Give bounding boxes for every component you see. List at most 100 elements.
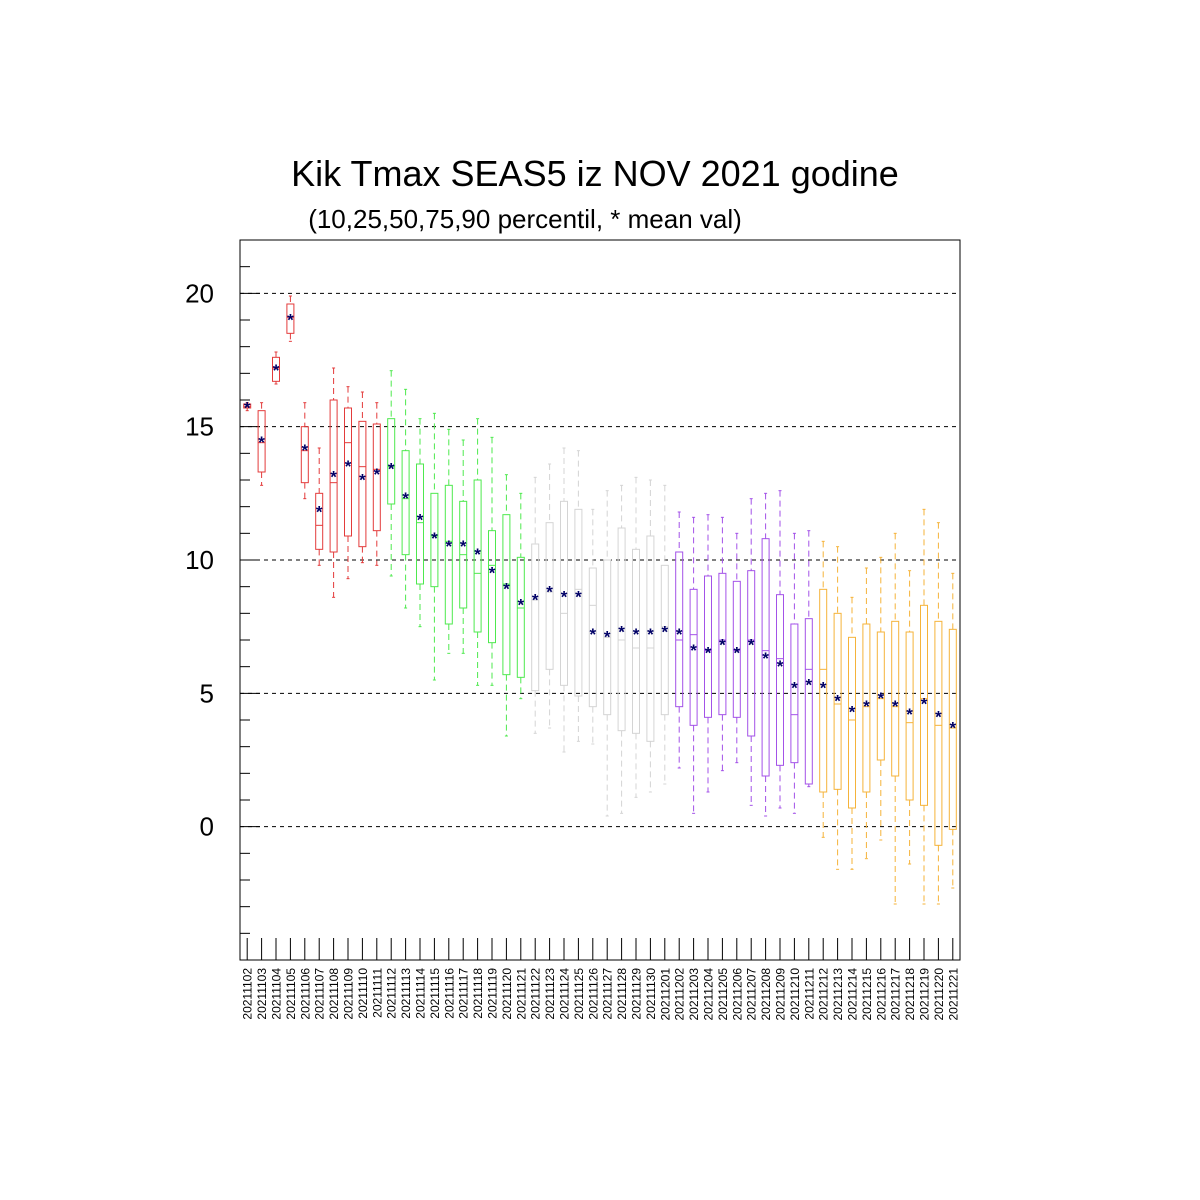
x-tick-label: 20211125 xyxy=(572,968,586,1020)
box-20211104: * xyxy=(272,351,280,385)
iqr-box xyxy=(848,636,856,809)
iqr-box xyxy=(632,548,640,734)
chart-title: Kik Tmax SEAS5 iz NOV 2021 godine xyxy=(291,153,899,194)
mean-marker: * xyxy=(244,398,251,417)
x-tick-label: 20211118 xyxy=(471,968,485,1019)
box-20211212: * xyxy=(819,540,828,838)
x-tick-label: 20211120 xyxy=(500,968,514,1020)
iqr-box xyxy=(718,572,727,716)
x-tick-label: 20211219 xyxy=(918,968,932,1021)
box-20211107: * xyxy=(315,447,324,566)
box-20211121: * xyxy=(516,492,525,700)
iqr-box xyxy=(862,623,871,793)
box-20211110: * xyxy=(358,391,367,564)
chart-subtitle: (10,25,50,75,90 percentil, * mean val) xyxy=(308,204,742,234)
box-20211116: * xyxy=(444,428,453,654)
iqr-box xyxy=(689,588,698,726)
box-20211117: * xyxy=(459,439,468,654)
mean-marker: * xyxy=(316,502,323,521)
mean-marker: * xyxy=(618,622,625,641)
box-20211123: * xyxy=(545,463,554,729)
iqr-box xyxy=(934,620,943,846)
box-20211113: * xyxy=(401,388,410,609)
y-tick-label: 0 xyxy=(200,812,214,842)
iqr-box xyxy=(372,423,381,532)
grid-lines xyxy=(240,292,960,828)
iqr-box xyxy=(819,588,828,793)
iqr-box xyxy=(300,426,309,484)
mean-marker: * xyxy=(258,433,265,452)
box-20211126: * xyxy=(588,508,597,745)
x-tick-label: 20211127 xyxy=(601,968,615,1020)
iqr-box xyxy=(444,484,453,625)
mean-marker: * xyxy=(921,694,928,713)
box-20211206: * xyxy=(732,532,741,764)
x-tick-label: 20211121 xyxy=(514,968,528,1020)
mean-marker: * xyxy=(805,676,812,695)
x-tick-label: 20211109 xyxy=(342,968,356,1020)
x-tick-label: 20211206 xyxy=(730,968,744,1021)
mean-marker: * xyxy=(301,441,308,460)
box-20211130: * xyxy=(646,479,655,793)
x-tick-label: 20211209 xyxy=(774,968,788,1021)
mean-marker: * xyxy=(345,457,352,476)
mean-marker: * xyxy=(949,718,956,737)
iqr-box xyxy=(488,530,496,644)
box-20211214: * xyxy=(848,596,856,870)
mean-marker: * xyxy=(589,625,596,644)
box-20211220: * xyxy=(934,522,943,905)
mean-marker: * xyxy=(748,636,755,655)
mean-marker: * xyxy=(460,537,467,556)
mean-marker: * xyxy=(575,588,582,607)
mean-marker: * xyxy=(719,636,726,655)
mean-marker: * xyxy=(330,468,337,487)
iqr-box xyxy=(473,479,482,633)
mean-marker: * xyxy=(877,689,884,708)
iqr-box xyxy=(344,407,352,537)
iqr-box xyxy=(286,303,295,334)
box-20211109: * xyxy=(344,386,352,580)
x-tick-label: 20211204 xyxy=(702,968,716,1021)
mean-marker: * xyxy=(604,628,611,647)
mean-marker: * xyxy=(690,641,697,660)
x-tick-label: 20211104 xyxy=(270,968,284,1020)
box-20211217: * xyxy=(891,532,900,905)
box-20211112: * xyxy=(387,370,396,577)
mean-marker: * xyxy=(834,692,841,711)
box-20211216: * xyxy=(876,556,885,841)
iqr-box xyxy=(761,538,770,777)
x-tick-label: 20211218 xyxy=(903,968,917,1021)
box-20211215: * xyxy=(862,567,871,860)
iqr-box xyxy=(243,403,252,409)
box-20211111: * xyxy=(372,402,381,566)
box-20211129: * xyxy=(632,476,640,798)
iqr-box xyxy=(545,522,554,670)
x-tick-label: 20211106 xyxy=(298,968,312,1020)
mean-marker: * xyxy=(561,588,568,607)
x-tick-label: 20211205 xyxy=(716,968,730,1021)
x-tick-label: 20211102 xyxy=(241,968,255,1020)
x-tick-label: 20211130 xyxy=(644,968,658,1020)
box-20211211: * xyxy=(804,530,813,788)
box-20211204: * xyxy=(704,514,712,793)
box-20211119: * xyxy=(488,436,496,686)
mean-marker: * xyxy=(676,625,683,644)
iqr-box xyxy=(416,463,424,585)
x-tick-label: 20211217 xyxy=(889,968,903,1021)
x-tick-label: 20211210 xyxy=(788,968,802,1021)
iqr-box xyxy=(430,492,439,588)
iqr-box xyxy=(617,527,626,732)
mean-marker: * xyxy=(388,460,395,479)
iqr-box xyxy=(387,418,396,505)
iqr-box xyxy=(920,604,928,806)
box-20211103: * xyxy=(257,402,266,486)
mean-marker: * xyxy=(532,590,539,609)
mean-marker: * xyxy=(892,697,899,716)
x-tick-label: 20211214 xyxy=(846,968,860,1021)
iqr-box xyxy=(905,631,914,801)
mean-marker: * xyxy=(935,708,942,727)
iqr-box xyxy=(531,543,540,692)
box-20211203: * xyxy=(689,516,698,814)
boxes: * * * * * * * * * * * * * * * * * * * * * * * * * * * * * * * * * * * * * * * *… xyxy=(243,295,957,905)
x-tick-label: 20211128 xyxy=(615,968,629,1020)
